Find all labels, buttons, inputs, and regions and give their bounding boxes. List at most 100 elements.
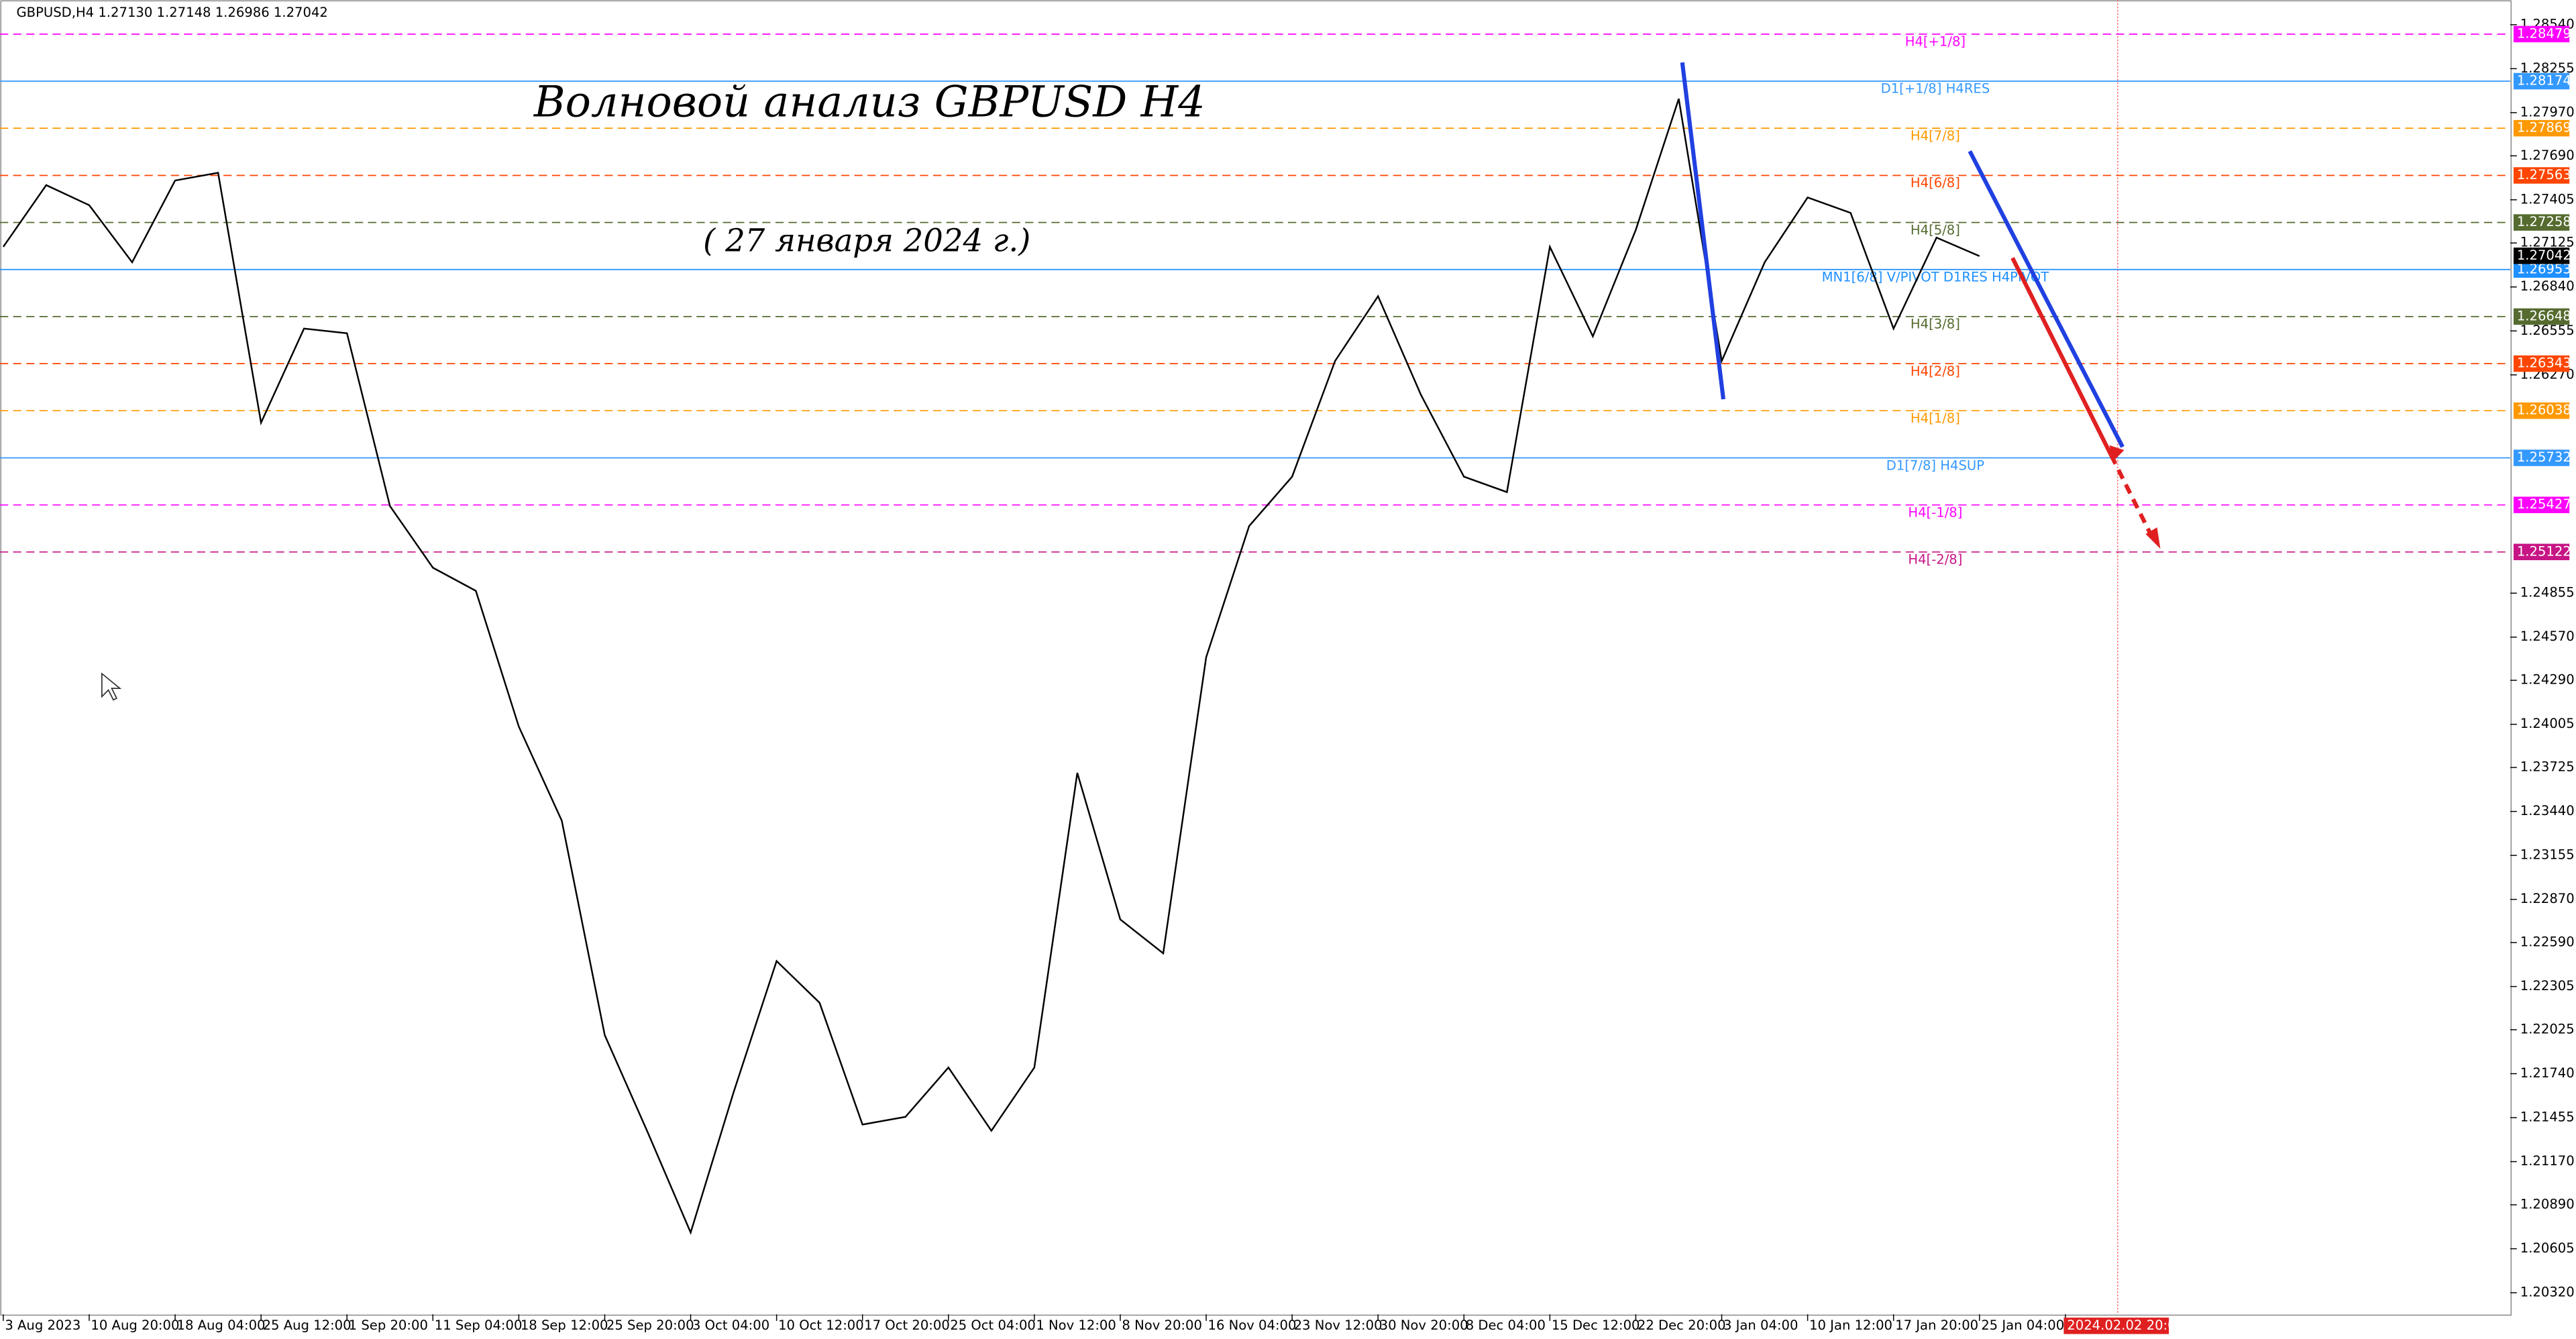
- x-tick-label: 18 Sep 12:00: [521, 1318, 608, 1333]
- level-label: H4[-1/8]: [1908, 504, 1962, 520]
- x-tick-label: 1 Nov 12:00: [1036, 1318, 1116, 1333]
- y-tick-label: 1.22025: [2520, 1021, 2575, 1036]
- forecast-arrow: [2010, 257, 2113, 456]
- x-tick-label: 23 Nov 12:00: [1294, 1318, 1383, 1333]
- y-tick-label: 1.24290: [2520, 672, 2575, 688]
- level-price-box: [2513, 261, 2570, 278]
- level-price: 1.27258: [2517, 214, 2571, 229]
- x-tick-label: 16 Nov 04:00: [1208, 1318, 1296, 1333]
- level-label: H4[6/8]: [1911, 175, 1960, 191]
- y-tick-label: 1.27970: [2520, 104, 2575, 119]
- level-price-box: [2513, 449, 2570, 466]
- y-tick-label: 1.24570: [2520, 629, 2575, 644]
- y-tick-label: 1.24005: [2520, 716, 2575, 731]
- level-label: H4[3/8]: [1911, 317, 1960, 332]
- x-tick-label: 17 Jan 20:00: [1895, 1318, 1978, 1333]
- x-tick-label: 3 Aug 2023: [5, 1318, 80, 1333]
- wave-line: [1680, 62, 1726, 400]
- wave-line: [1968, 150, 2125, 448]
- x-tick-label: 30 Nov 20:00: [1380, 1318, 1468, 1333]
- x-tick-label: 10 Jan 12:00: [1809, 1318, 1892, 1333]
- y-tick-label: 1.23440: [2520, 803, 2575, 818]
- level-label: H4[2/8]: [1911, 364, 1960, 379]
- y-tick-label: 1.23725: [2520, 759, 2575, 775]
- level-price-box: [2513, 214, 2570, 231]
- x-tick-label: 25 Sep 20:00: [606, 1318, 694, 1333]
- current-price-box: [2513, 248, 2570, 264]
- arrow-head: [2109, 445, 2161, 549]
- level-price-box: [2513, 167, 2570, 184]
- x-tick-label: 17 Oct 20:00: [864, 1318, 950, 1333]
- y-tick-label: 1.21740: [2520, 1065, 2575, 1081]
- level-price-box: [2513, 543, 2570, 561]
- x-tick-label: 11 Sep 04:00: [435, 1318, 523, 1333]
- y-tick-label: 1.21455: [2520, 1110, 2575, 1125]
- price-line: [2, 98, 1980, 1235]
- x-tick-label: 10 Aug 20:00: [91, 1318, 179, 1333]
- chart-subtitle: ( 27 января 2024 г.): [703, 222, 1030, 258]
- x-tick-label: 25 Oct 04:00: [950, 1318, 1036, 1333]
- header: GBPUSD,H4 1.27130 1.27148 1.26986 1.2704…: [16, 5, 327, 20]
- x-tick-label: 2024.02.02 20:00: [2067, 1318, 2184, 1333]
- x-tick-label: 8 Nov 20:00: [1122, 1318, 1202, 1333]
- level-price: 1.26953: [2517, 261, 2571, 276]
- x-tick-label: 22 Dec 20:00: [1638, 1318, 1726, 1333]
- chart-title: Волновой анализ GBPUSD H4: [533, 77, 1205, 127]
- y-tick-label: 1.27405: [2520, 191, 2575, 207]
- y-tick-label: 1.22870: [2520, 891, 2575, 906]
- level-price: 1.27563: [2517, 167, 2571, 182]
- level-price: 1.26343: [2517, 356, 2571, 371]
- y-tick-label: 1.26555: [2520, 323, 2575, 338]
- level-label: H4[+1/8]: [1905, 34, 1966, 50]
- level-label: D1[+1/8] H4RES: [1881, 81, 1990, 97]
- level-price-box: [2513, 25, 2570, 43]
- y-tick-label: 1.27690: [2520, 148, 2575, 163]
- plot-frame: [0, 0, 2512, 1316]
- level-price: 1.25732: [2517, 449, 2571, 465]
- level-price: 1.26648: [2517, 308, 2571, 323]
- level-price: 1.28479: [2517, 25, 2571, 41]
- level-label: MN1[6/8] V/PIVOT D1RES H4PIVOT: [1822, 270, 2050, 285]
- level-label: D1[7/8] H4SUP: [1886, 458, 1984, 473]
- y-tick-label: 1.23155: [2520, 847, 2575, 863]
- x-tick-label: 8 Dec 04:00: [1466, 1318, 1546, 1333]
- level-price-box: [2513, 402, 2570, 419]
- current-price: 1.27042: [2517, 248, 2571, 263]
- x-tick-highlight: [2063, 1318, 2169, 1334]
- level-label: H4[5/8]: [1911, 222, 1960, 237]
- x-tick-label: 25 Jan 04:00: [1981, 1318, 2064, 1333]
- y-tick-label: 1.20605: [2520, 1240, 2575, 1256]
- x-tick-label: 10 Oct 12:00: [778, 1318, 864, 1333]
- y-tick-label: 1.26840: [2520, 278, 2575, 294]
- y-tick-label: 1.28255: [2520, 60, 2575, 76]
- level-price: 1.27869: [2517, 120, 2571, 136]
- level-label: H4[7/8]: [1911, 128, 1960, 144]
- level-label: H4[-2/8]: [1908, 552, 1962, 568]
- y-tick-label: 1.20320: [2520, 1285, 2575, 1300]
- x-tick-label: 3 Oct 04:00: [692, 1318, 769, 1333]
- level-label: H4[1/8]: [1911, 411, 1960, 426]
- x-tick-label: 25 Aug 12:00: [263, 1318, 352, 1333]
- levels: H4[+1/8] D1[+1/8] H4RES H4[7/8] H4[6/8] H4[5…: [0, 34, 2511, 568]
- x-tick-label: 3 Jan 04:00: [1723, 1318, 1799, 1333]
- y-tick-label: 1.20890: [2520, 1196, 2575, 1212]
- y-tick-label: 1.24855: [2520, 585, 2575, 600]
- level-price-box: [2513, 355, 2570, 372]
- y-tick-label: 1.21170: [2520, 1153, 2575, 1169]
- level-price: 1.28174: [2517, 72, 2571, 88]
- y-tick-label: 1.22590: [2520, 934, 2575, 950]
- level-price: 1.25122: [2517, 543, 2571, 559]
- y-tick-label: 1.27125: [2520, 235, 2575, 250]
- x-tick-label: 1 Sep 20:00: [349, 1318, 428, 1333]
- y-tick-label: 1.22305: [2520, 978, 2575, 994]
- plot: [2, 98, 1980, 1235]
- level-price-box: [2513, 119, 2570, 137]
- level-price: 1.25427: [2517, 496, 2571, 512]
- level-price-box: [2513, 308, 2570, 325]
- x-tick-label: 18 Aug 04:00: [177, 1318, 266, 1333]
- x-tick-label: 15 Dec 12:00: [1552, 1318, 1640, 1333]
- mouse-cursor: [101, 672, 122, 701]
- level-price-box: [2513, 72, 2570, 90]
